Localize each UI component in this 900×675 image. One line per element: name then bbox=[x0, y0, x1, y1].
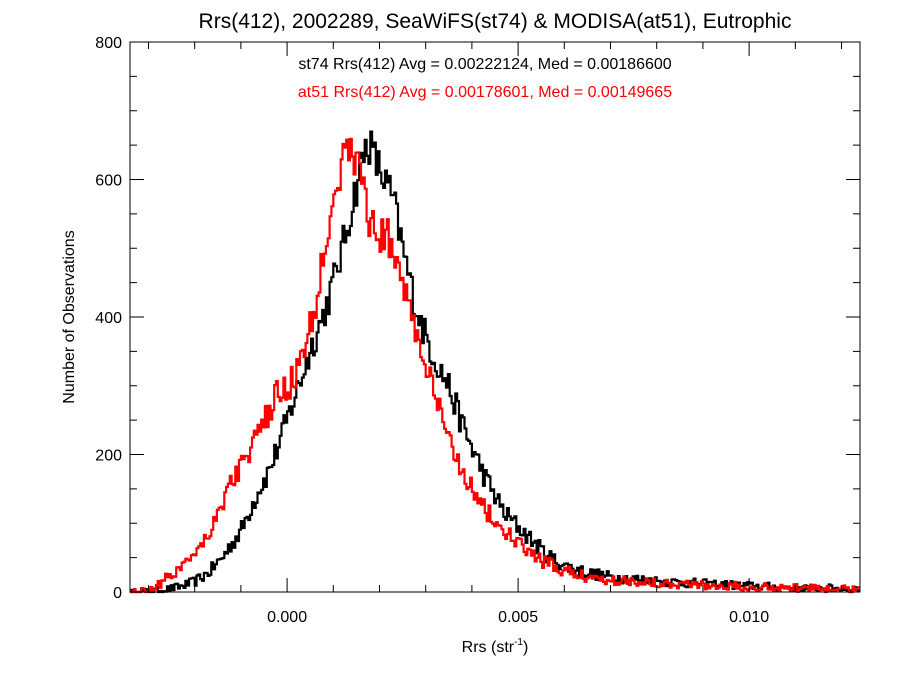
annotation-at51: at51 Rrs(412) Avg = 0.00178601, Med = 0.… bbox=[298, 84, 672, 101]
x-axis-label: Rrs (str-1) bbox=[462, 637, 529, 656]
histogram-series-at51 bbox=[130, 137, 860, 594]
y-tick-label: 0 bbox=[113, 585, 122, 602]
y-tick-label: 600 bbox=[95, 173, 122, 190]
y-tick-label: 800 bbox=[95, 35, 122, 52]
x-tick-label: 0.010 bbox=[729, 609, 769, 626]
plot-area: 0 200 400 600 800 0.000 0.005 0.010 bbox=[95, 35, 861, 626]
y-tick-label: 400 bbox=[95, 310, 122, 327]
plot-frame bbox=[129, 41, 861, 593]
chart-title: Rrs(412), 2002289, SeaWiFS(st74) & MODIS… bbox=[199, 10, 792, 33]
y-axis-label: Number of Observations bbox=[61, 230, 78, 403]
y-tick-label: 200 bbox=[95, 448, 122, 465]
x-tick-label: 0.005 bbox=[498, 609, 538, 626]
x-tick-label: 0.000 bbox=[267, 609, 307, 626]
histogram-series-st74 bbox=[130, 130, 860, 594]
annotation-st74: st74 Rrs(412) Avg = 0.00222124, Med = 0.… bbox=[298, 56, 671, 73]
